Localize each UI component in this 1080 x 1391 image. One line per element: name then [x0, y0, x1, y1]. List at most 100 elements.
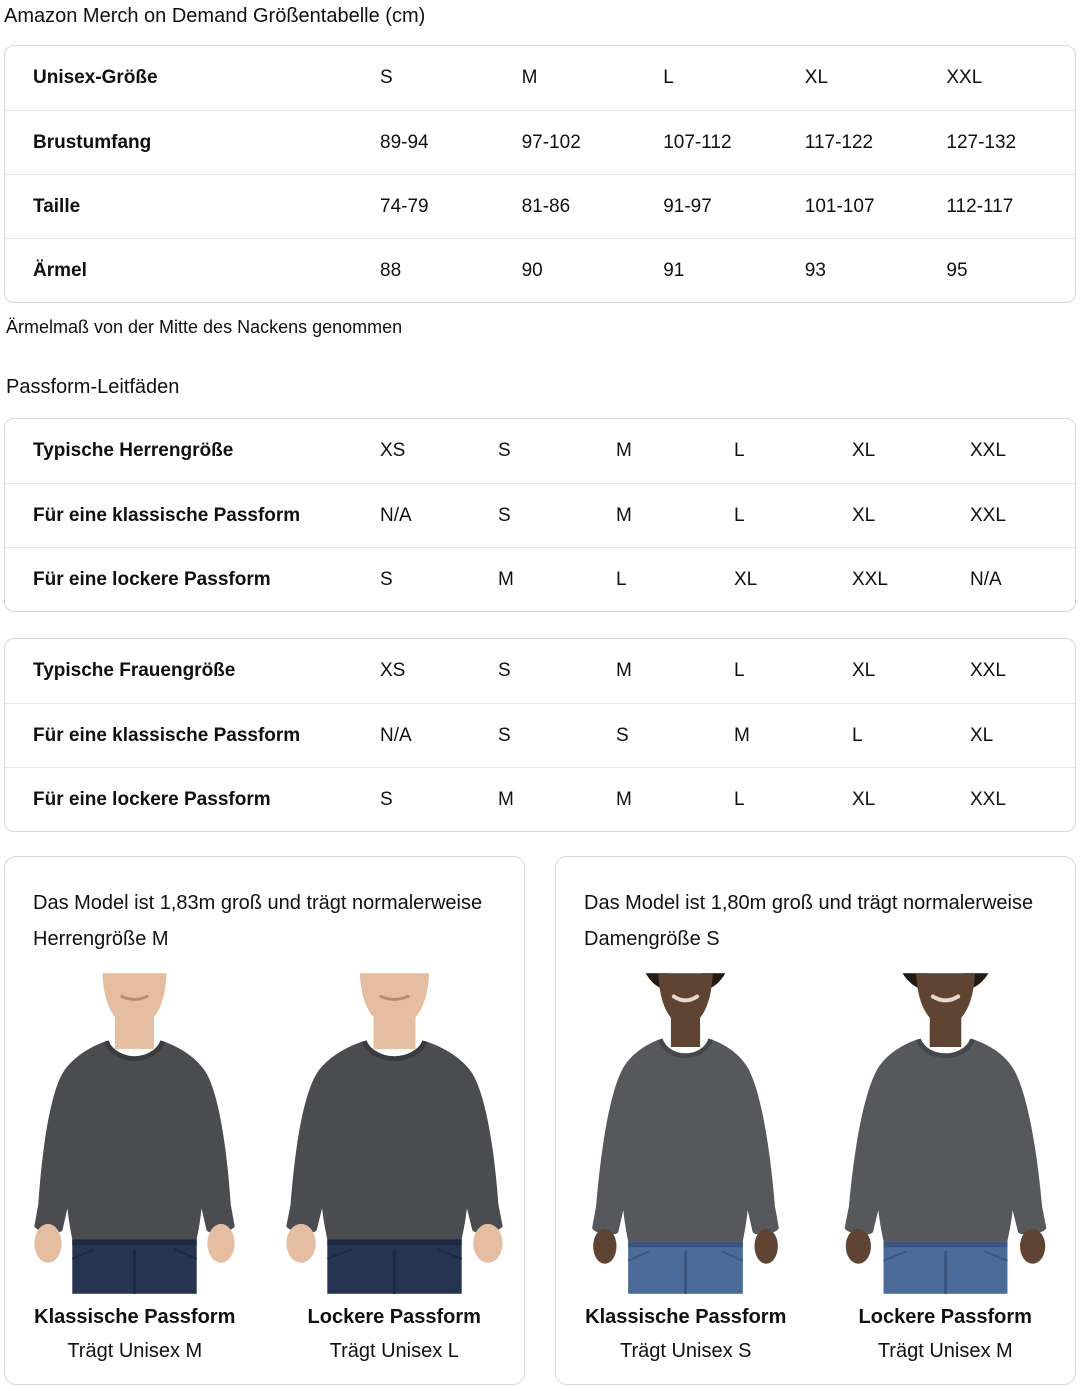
cell-value: M — [734, 724, 750, 746]
model-cards: Das Model ist 1,83m groß und trägt norma… — [4, 856, 1076, 1385]
table-row-waist: Taille 74-79 81-86 91-97 101-107 112-117 — [5, 174, 1075, 238]
sleeve-measure-note: Ärmelmaß von der Mitte des Nackens genom… — [6, 317, 403, 337]
cell-value: XXL — [970, 440, 1006, 461]
cell-value: S — [380, 788, 393, 810]
cell-value: XS — [380, 660, 406, 681]
table-row-chest: Brustumfang 89-94 97-102 107-112 117-122… — [5, 110, 1075, 174]
table-row: Für eine lockere Passform S M L XL XXL N… — [5, 547, 1075, 611]
cell-value: 101-107 — [804, 195, 875, 217]
male-model-loose-fit-photo — [273, 973, 516, 1294]
classic-fit-figure: Klassische Passform Trägt Unisex M — [5, 973, 265, 1364]
row-label: Unisex-Größe — [33, 67, 158, 88]
cell-value: N/A — [380, 724, 412, 746]
row-label: Für eine lockere Passform — [33, 788, 271, 810]
cell-value: 112-117 — [946, 195, 1014, 217]
cell-value: L — [734, 788, 745, 810]
table-header-row: Unisex-Größe S M L XL XXL — [5, 46, 1075, 110]
cell-value: 91-97 — [663, 195, 712, 217]
size-header: XL — [804, 67, 829, 88]
loose-fit-figure: Lockere Passform Trägt Unisex M — [816, 973, 1076, 1364]
page-title: Amazon Merch on Demand Größentabelle (cm… — [4, 5, 426, 27]
cell-value: XXL — [852, 568, 888, 590]
cell-value: XL — [734, 568, 758, 590]
model-photos: Klassische Passform Trägt Unisex M Locke… — [5, 973, 524, 1364]
cell-value: 90 — [521, 259, 543, 281]
cell-value: 88 — [380, 259, 402, 281]
cell-value: M — [616, 788, 632, 810]
cell-value: 81-86 — [521, 195, 571, 217]
womens-model-card: Das Model ist 1,80m groß und trägt norma… — [555, 856, 1076, 1385]
cell-value: N/A — [380, 504, 412, 526]
table-row: Für eine klassische Passform N/A S M L X… — [5, 483, 1075, 547]
cell-value: XXL — [970, 660, 1006, 681]
table-row: Für eine klassische Passform N/A S S M L… — [5, 703, 1075, 767]
loose-fit-figure: Lockere Passform Trägt Unisex L — [265, 973, 525, 1364]
cell-value: 91 — [663, 259, 685, 281]
unisex-size-table: Unisex-Größe S M L XL XXL Brustumfang 89… — [4, 45, 1076, 303]
table-row: Für eine lockere Passform S M M L XL XXL — [5, 767, 1075, 831]
female-model-classic-fit-photo — [564, 973, 807, 1294]
cell-value: 95 — [946, 259, 968, 281]
womens-fit-table: Typische Frauengröße XS S M L XL XXL Für… — [4, 638, 1076, 832]
fit-label: Klassische Passform — [34, 1306, 236, 1328]
worn-size-label: Trägt Unisex M — [877, 1340, 1013, 1362]
size-header: L — [663, 67, 674, 88]
worn-size-label: Trägt Unisex S — [619, 1340, 752, 1362]
cell-value: N/A — [970, 568, 1002, 590]
cell-value: XXL — [970, 504, 1006, 526]
cell-value: M — [616, 504, 632, 526]
table-row-sleeve: Ärmel 88 90 91 93 95 — [5, 238, 1075, 302]
cell-value: S — [498, 440, 511, 461]
mens-fit-table: Typische Herrengröße XS S M L XL XXL Für… — [4, 418, 1076, 612]
row-label: Typische Frauengröße — [33, 660, 236, 681]
worn-size-label: Trägt Unisex M — [67, 1340, 203, 1362]
fit-label: Lockere Passform — [858, 1306, 1032, 1328]
cell-value: S — [498, 660, 511, 681]
cell-value: M — [616, 660, 632, 681]
cell-value: XL — [970, 724, 994, 746]
row-label: Brustumfang — [33, 131, 152, 153]
cell-value: 93 — [804, 259, 826, 281]
size-header: M — [521, 67, 538, 88]
cell-value: XL — [852, 788, 876, 810]
classic-fit-figure: Klassische Passform Trägt Unisex S — [556, 973, 816, 1364]
cell-value: XL — [852, 504, 876, 526]
cell-value: S — [616, 724, 629, 746]
cell-value: M — [616, 440, 632, 461]
cell-value: 127-132 — [946, 131, 1017, 153]
model-photos: Klassische Passform Trägt Unisex S Locke… — [556, 973, 1075, 1364]
row-label: Taille — [33, 195, 81, 217]
row-label: Typische Herrengröße — [33, 440, 234, 461]
fit-label: Klassische Passform — [585, 1306, 787, 1328]
cell-value: M — [498, 568, 514, 590]
table-row: Typische Frauengröße XS S M L XL XXL — [5, 639, 1075, 703]
model-description: Das Model ist 1,80m groß und trägt norma… — [584, 892, 1034, 950]
cell-value: S — [498, 724, 511, 746]
worn-size-label: Trägt Unisex L — [329, 1340, 459, 1362]
size-header: XXL — [946, 67, 983, 88]
female-model-loose-fit-photo — [824, 973, 1067, 1294]
cell-value: XL — [852, 660, 876, 681]
cell-value: XS — [380, 440, 406, 461]
row-label: Ärmel — [33, 259, 87, 281]
fit-label: Lockere Passform — [307, 1306, 481, 1328]
cell-value: L — [852, 724, 863, 746]
cell-value: 117-122 — [804, 131, 874, 153]
cell-value: XL — [852, 440, 876, 461]
model-description: Das Model ist 1,83m groß und trägt norma… — [33, 892, 483, 950]
row-label: Für eine lockere Passform — [33, 568, 271, 590]
cell-value: L — [734, 504, 745, 526]
cell-value: 107-112 — [663, 131, 732, 153]
cell-value: 89-94 — [380, 131, 429, 153]
cell-value: L — [734, 440, 745, 461]
size-header: S — [380, 67, 393, 88]
row-label: Für eine klassische Passform — [33, 504, 301, 526]
male-model-classic-fit-photo — [13, 973, 256, 1294]
mens-model-card: Das Model ist 1,83m groß und trägt norma… — [4, 856, 525, 1385]
row-label: Für eine klassische Passform — [33, 724, 301, 746]
cell-value: L — [734, 660, 745, 681]
cell-value: 74-79 — [380, 195, 429, 217]
cell-value: L — [616, 568, 627, 590]
cell-value: S — [380, 568, 393, 590]
